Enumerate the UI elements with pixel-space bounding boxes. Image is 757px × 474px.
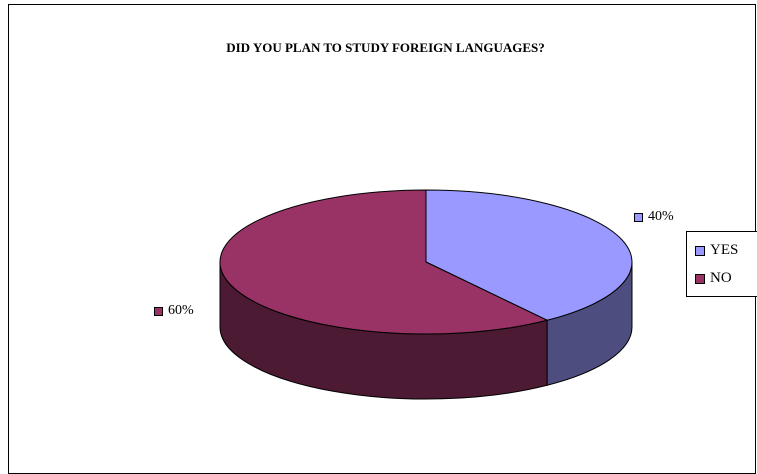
legend: YES NO (686, 231, 757, 297)
data-label-no-swatch (154, 306, 163, 316)
data-label-yes: 40% (634, 209, 674, 225)
pie-slice-no (219, 189, 549, 335)
legend-item-no: NO (695, 270, 732, 287)
data-label-yes-text: 40% (648, 209, 674, 224)
chart-title: DID YOU PLAN TO STUDY FOREIGN LANGUAGES? (226, 40, 545, 55)
data-label-no-text: 60% (168, 303, 194, 318)
data-label-no: 60% (154, 303, 194, 319)
data-label-yes-swatch (634, 212, 643, 222)
pie-slice-yes (425, 189, 633, 321)
legend-label-yes: YES (710, 242, 739, 258)
legend-swatch-yes (695, 245, 705, 256)
legend-item-yes: YES (695, 242, 738, 259)
legend-swatch-no (695, 273, 705, 284)
legend-label-no: NO (710, 270, 732, 286)
